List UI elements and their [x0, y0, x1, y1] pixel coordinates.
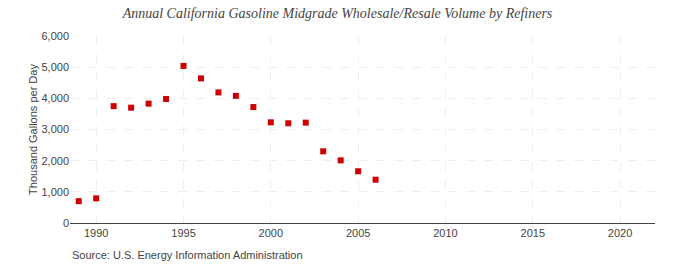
svg-text:4,000: 4,000 — [41, 92, 69, 104]
svg-text:2005: 2005 — [346, 227, 370, 239]
svg-text:6,000: 6,000 — [41, 30, 69, 42]
svg-text:3,000: 3,000 — [41, 123, 69, 135]
svg-text:2000: 2000 — [259, 227, 283, 239]
svg-text:0: 0 — [63, 217, 69, 229]
svg-text:1995: 1995 — [171, 227, 195, 239]
svg-text:1990: 1990 — [84, 227, 108, 239]
svg-text:1,000: 1,000 — [41, 186, 69, 198]
svg-text:2015: 2015 — [521, 227, 545, 239]
svg-text:Thousand Gallons per Day: Thousand Gallons per Day — [27, 64, 39, 195]
svg-text:5,000: 5,000 — [41, 61, 69, 73]
svg-text:2,000: 2,000 — [41, 155, 69, 167]
svg-text:Source: U.S. Energy Informatio: Source: U.S. Energy Information Administ… — [72, 249, 303, 261]
svg-text:2020: 2020 — [608, 227, 632, 239]
svg-text:Annual California Gasoline Mid: Annual California Gasoline Midgrade Whol… — [122, 6, 553, 21]
svg-text:2010: 2010 — [433, 227, 457, 239]
